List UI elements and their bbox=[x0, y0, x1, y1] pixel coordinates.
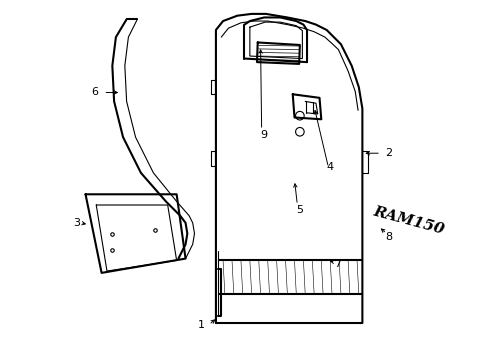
Text: 7: 7 bbox=[333, 259, 340, 269]
Text: 5: 5 bbox=[296, 205, 303, 215]
Text: 4: 4 bbox=[326, 162, 333, 172]
Text: 2: 2 bbox=[385, 148, 392, 158]
Text: 9: 9 bbox=[260, 130, 267, 140]
Text: RAM150: RAM150 bbox=[370, 205, 445, 237]
Text: 1: 1 bbox=[198, 320, 205, 330]
Text: 6: 6 bbox=[91, 87, 98, 98]
Text: 3: 3 bbox=[73, 218, 80, 228]
Text: 8: 8 bbox=[385, 232, 392, 242]
